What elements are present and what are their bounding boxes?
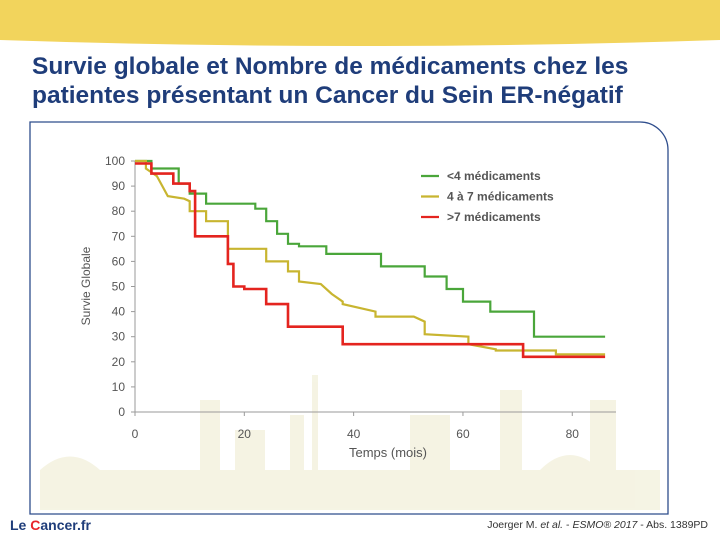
logo-prefix: Le	[10, 517, 31, 533]
legend-label-3: >7 médicaments	[447, 210, 541, 224]
skyline-watermark	[40, 375, 660, 510]
slide-title-line-1: Survie globale et Nombre de médicaments …	[32, 53, 629, 80]
y-tick-label: 10	[112, 380, 126, 394]
decorative-top-band	[0, 0, 720, 46]
y-tick-label: 50	[112, 280, 126, 294]
legend-label-1: <4 médicaments	[447, 169, 541, 183]
y-tick-label: 0	[118, 405, 125, 419]
ref-author: Joerger M.	[487, 519, 541, 531]
ref-sep: -	[563, 519, 573, 531]
axes-group: 0 10 20 30 40 50 60 70 80 90 100 0 20 40 60 80	[105, 154, 616, 441]
legend-label-2: 4 à 7 médicaments	[447, 190, 554, 204]
y-axis-label: Survie Globale	[79, 246, 93, 325]
ref-abstract: - Abs. 1389PD	[637, 519, 708, 531]
chart-container: 0 10 20 30 40 50 60 70 80 90 100 0 20 40 60 80 <4 médic…	[0, 118, 720, 518]
series-line-3	[135, 162, 606, 359]
y-tick-label: 30	[112, 330, 126, 344]
y-tick-label: 100	[105, 154, 125, 168]
lecancer-logo: Le Cancer.fr	[10, 517, 91, 533]
top-band-shape	[0, 0, 720, 46]
y-tick-label: 20	[112, 355, 126, 369]
x-axis-label: Temps (mois)	[349, 445, 427, 460]
logo-accent: C	[30, 517, 41, 533]
legend: <4 médicaments 4 à 7 médicaments >7 médica…	[421, 169, 554, 224]
series-group	[135, 159, 606, 359]
series-line-2	[135, 159, 606, 356]
slide-title-line-2: patientes présentant un Cancer du Sein E…	[32, 82, 623, 109]
ref-congress: ESMO® 2017	[572, 519, 638, 531]
x-tick-label: 0	[132, 427, 139, 441]
y-tick-label: 40	[112, 305, 126, 319]
x-tick-label: 80	[566, 427, 580, 441]
ref-etal: et al.	[540, 519, 564, 531]
y-tick-label: 70	[112, 229, 126, 243]
x-tick-label: 20	[238, 427, 252, 441]
reference-citation: Joerger M. et al. - ESMO® 2017 - Abs. 13…	[487, 519, 708, 531]
y-tick-label: 90	[112, 179, 126, 193]
survival-chart: 0 10 20 30 40 50 60 70 80 90 100 0 20 40 60 80 <4 médic…	[29, 121, 669, 515]
x-tick-label: 40	[347, 427, 361, 441]
logo-suffix: ancer.fr	[40, 517, 91, 533]
y-tick-label: 60	[112, 254, 126, 268]
y-tick-label: 80	[112, 204, 126, 218]
slide-title: Survie globale et Nombre de médicaments …	[32, 52, 702, 110]
x-tick-label: 60	[456, 427, 470, 441]
